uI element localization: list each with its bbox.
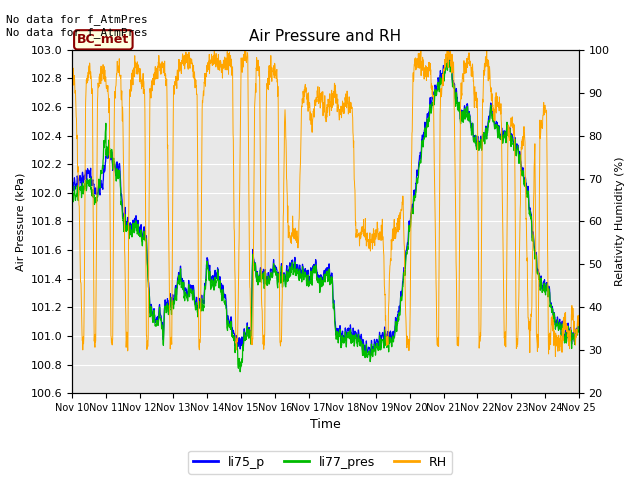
Title: Air Pressure and RH: Air Pressure and RH (250, 29, 401, 44)
Text: No data for f_AtmPres
No data for f_AtmPres: No data for f_AtmPres No data for f_AtmP… (6, 14, 148, 38)
Y-axis label: Relativity Humidity (%): Relativity Humidity (%) (615, 156, 625, 286)
X-axis label: Time: Time (310, 419, 341, 432)
Text: BC_met: BC_met (77, 33, 129, 46)
Legend: li75_p, li77_pres, RH: li75_p, li77_pres, RH (188, 451, 452, 474)
Y-axis label: Air Pressure (kPa): Air Pressure (kPa) (15, 172, 25, 271)
